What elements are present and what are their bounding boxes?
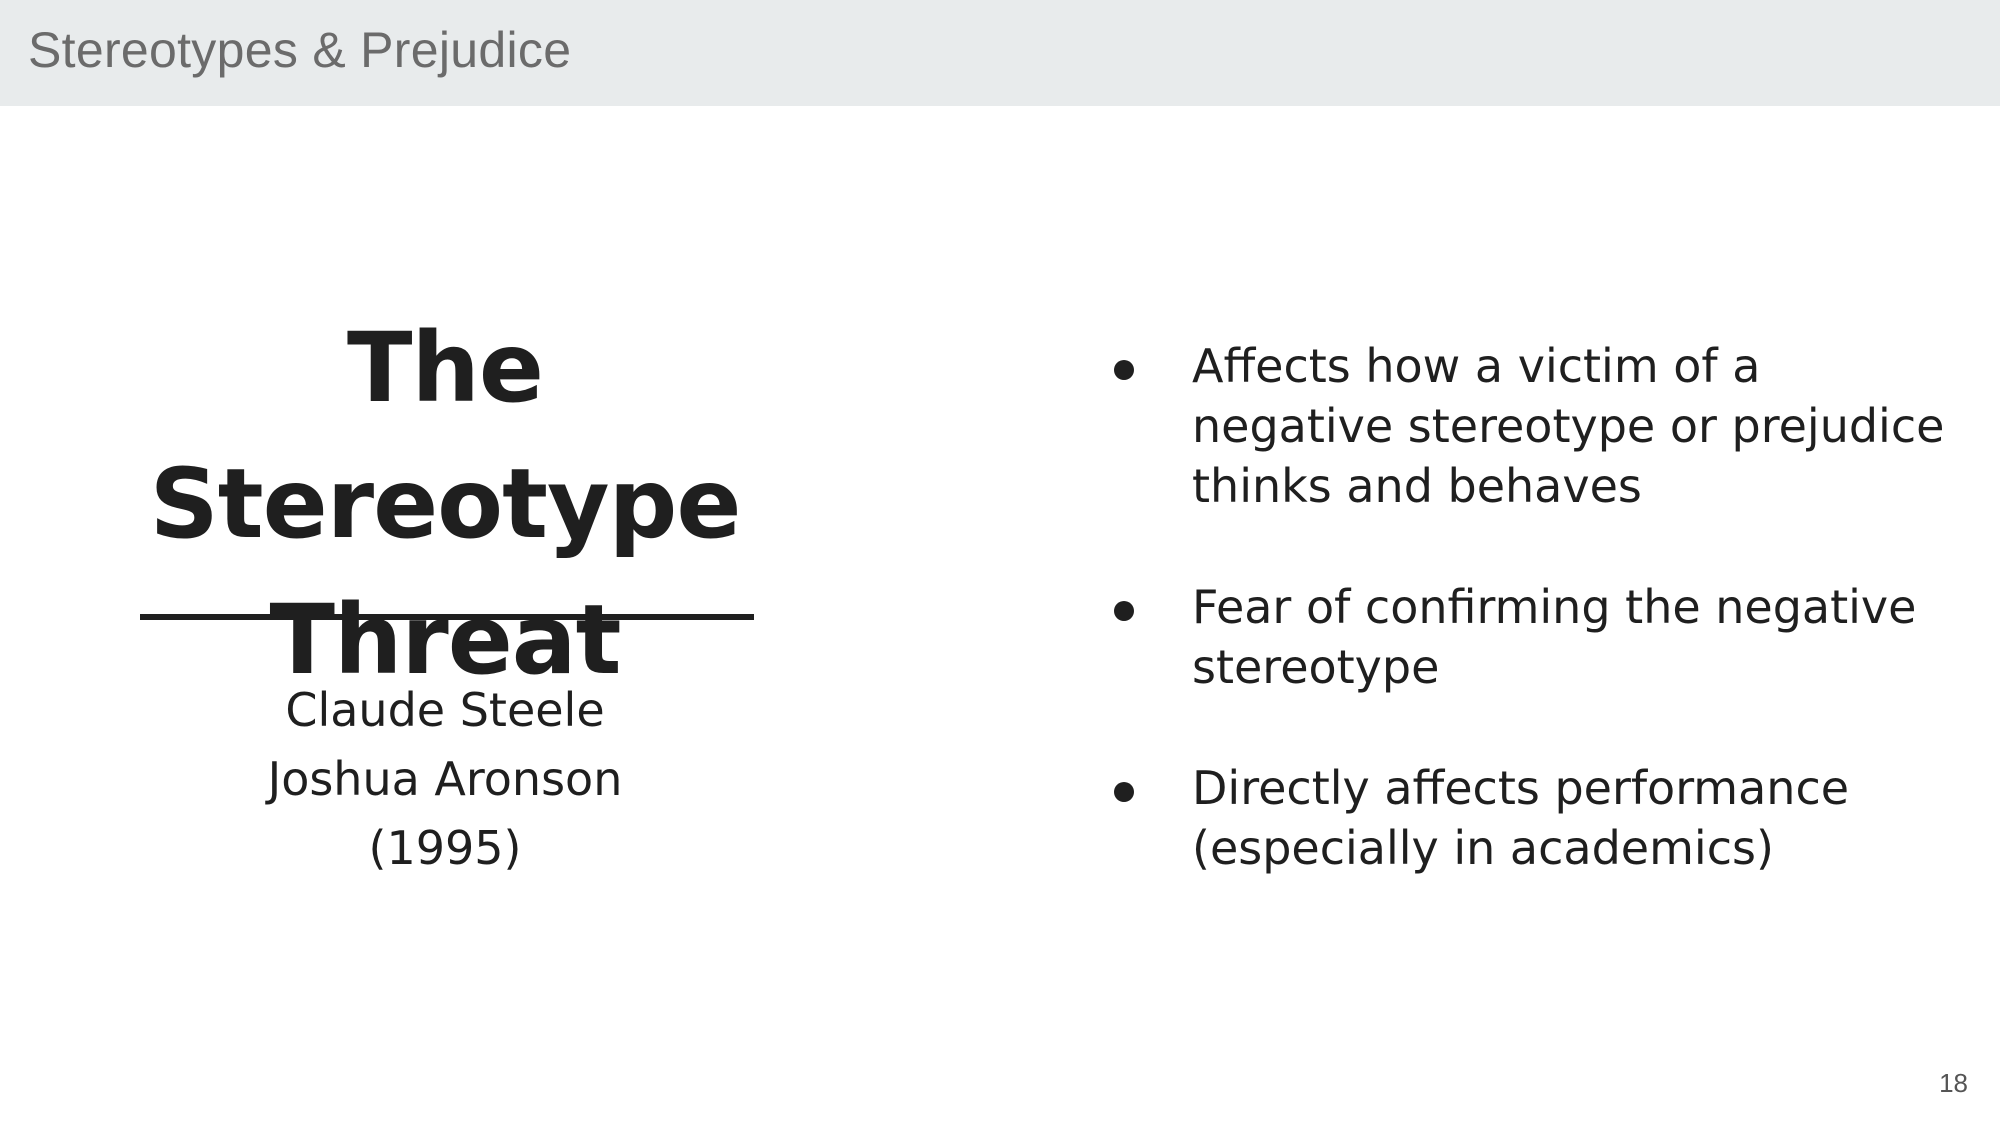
title-block: The Stereotype Threat <box>60 300 830 708</box>
authors-block: Claude Steele Joshua Aronson (1995) <box>60 676 830 883</box>
section-title: Stereotypes & Prejudice <box>28 22 572 78</box>
publication-year: (1995) <box>368 821 522 875</box>
bullet-item: Directly affects performance (especially… <box>1112 758 1972 878</box>
bullet-item: Fear of confirming the negative stereoty… <box>1112 577 1972 697</box>
bullet-text: Affects how a victim of a negative stere… <box>1192 339 1945 513</box>
header-bar: Stereotypes & Prejudice <box>0 0 2000 106</box>
page-number: 18 <box>1939 1068 1968 1098</box>
bullet-text: Directly affects performance (especially… <box>1192 761 1850 875</box>
bullet-dot-icon <box>1114 360 1134 380</box>
bullet-dot-icon <box>1114 782 1134 802</box>
bullet-text: Fear of confirming the negative stereoty… <box>1192 580 1917 694</box>
slide-title-line-2: Threat <box>269 584 622 696</box>
author-2: Joshua Aronson <box>267 752 623 806</box>
bullet-dot-icon <box>1114 601 1134 621</box>
bullet-item: Affects how a victim of a negative stere… <box>1112 336 1972 516</box>
title-divider <box>140 614 754 620</box>
slide-title-line-1: The Stereotype <box>149 312 742 560</box>
bullet-list: Affects how a victim of a negative stere… <box>1112 336 1972 878</box>
author-1: Claude Steele <box>285 683 605 737</box>
